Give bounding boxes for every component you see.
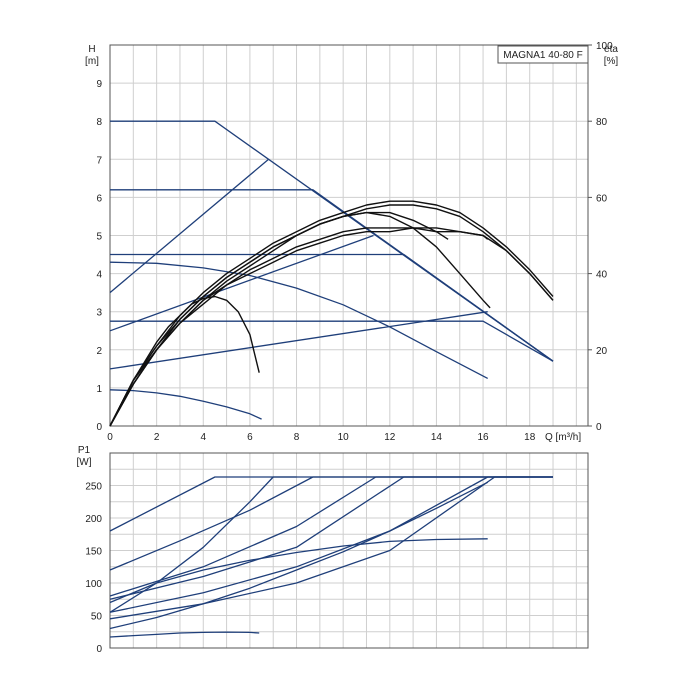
right-y-axis-label: eta <box>604 44 618 55</box>
y-tick-label: 9 <box>96 79 102 90</box>
y-tick-label: 0 <box>96 422 102 433</box>
x-tick-label: 6 <box>247 432 253 443</box>
top-chart-series <box>109 120 554 427</box>
efficiency-curve <box>109 227 489 427</box>
right-y-tick-label: 80 <box>596 117 608 128</box>
x-tick-label: 14 <box>431 432 443 443</box>
x-tick-label: 10 <box>338 432 350 443</box>
y-tick-label: 3 <box>96 308 102 319</box>
right-y-tick-label: 0 <box>596 422 602 433</box>
right-y-tick-label: 100 <box>596 41 613 52</box>
power-curve <box>109 631 260 638</box>
bottom-y-tick-label: 50 <box>91 612 103 623</box>
y-tick-label: 4 <box>96 270 102 281</box>
bottom-y-tick-label: 100 <box>85 579 102 590</box>
y-tick-label: 5 <box>96 232 102 243</box>
right-y-axis-unit: [%] <box>604 56 619 67</box>
y-tick-label: 8 <box>96 117 102 128</box>
y-tick-label: 2 <box>96 346 102 357</box>
right-y-tick-label: 40 <box>596 270 608 281</box>
bottom-y-tick-label: 200 <box>85 514 102 525</box>
efficiency-curve <box>109 295 260 427</box>
bottom-chart-grid: 0 50 100 150 200 250 <box>85 452 589 655</box>
y-tick-label: 6 <box>96 193 102 204</box>
head-curve <box>110 253 554 362</box>
power-curve <box>109 476 553 600</box>
x-axis-label: Q [m³/h] <box>545 432 581 443</box>
y-axis-unit: [m] <box>85 56 99 67</box>
y-tick-label: 1 <box>96 384 102 395</box>
bottom-plot-frame <box>109 452 589 649</box>
x-tick-label: 16 <box>478 432 490 443</box>
head-curve <box>109 389 262 420</box>
chart-title-box: MAGNA1 40-80 F <box>497 45 589 64</box>
x-tick-label: 4 <box>200 432 206 443</box>
bottom-y-tick-label: 0 <box>96 644 102 655</box>
top-plot-frame <box>109 44 589 427</box>
x-tick-label: 8 <box>294 432 300 443</box>
y-axis-label: H <box>88 44 95 55</box>
y-tick-label: 7 <box>96 155 102 166</box>
head-curve <box>109 234 374 332</box>
bottom-y-tick-label: 250 <box>85 482 102 493</box>
chart-title: MAGNA1 40-80 F <box>503 50 582 61</box>
head-curve <box>109 261 489 379</box>
right-y-tick-label: 20 <box>596 346 608 357</box>
head-curve <box>109 311 488 370</box>
power-curve <box>109 476 297 613</box>
chart-labels: H [m] eta [%] Q [m³/h] P1 [W] <box>77 44 619 468</box>
power-curve <box>109 476 553 620</box>
head-curve <box>109 158 270 294</box>
bottom-chart-series <box>109 476 553 638</box>
bottom-y-axis-label: P1 <box>78 445 91 456</box>
x-tick-label: 0 <box>107 432 113 443</box>
bottom-y-tick-label: 150 <box>85 547 102 558</box>
head-curve <box>110 320 554 362</box>
right-y-tick-label: 60 <box>596 193 608 204</box>
power-curve <box>109 481 488 630</box>
x-tick-label: 18 <box>524 432 536 443</box>
power-curve <box>109 538 488 604</box>
bottom-y-axis-unit: [W] <box>77 457 92 468</box>
x-tick-label: 12 <box>384 432 396 443</box>
x-tick-label: 2 <box>154 432 160 443</box>
